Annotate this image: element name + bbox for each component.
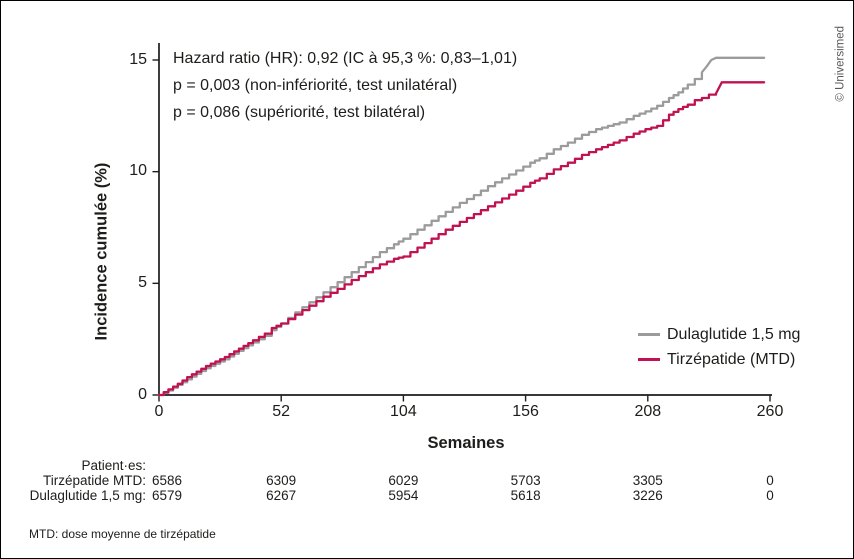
- risk-count: 6267: [266, 488, 297, 503]
- p-superiority-text: p = 0,086 (supériorité, test bilatéral): [173, 104, 426, 121]
- risk-count: 3305: [632, 473, 663, 488]
- y-tick-label: 10: [129, 162, 147, 180]
- x-tick-label: 208: [634, 403, 662, 420]
- legend-label-dulaglutide: Dulaglutide 1,5 mg: [667, 325, 801, 343]
- legend-item-tirzepatide: Tirzépatide (MTD): [638, 347, 800, 372]
- legend: Dulaglutide 1,5 mg Tirzépatide (MTD): [638, 322, 800, 372]
- risk-count: 3226: [632, 488, 663, 503]
- risk-count: 6579: [151, 488, 183, 503]
- risk-count: 5954: [388, 488, 419, 503]
- risk-count: 6309: [266, 473, 297, 488]
- risk-count: 5703: [510, 473, 541, 488]
- curve-tirzepatide: [157, 81, 766, 397]
- legend-item-dulaglutide: Dulaglutide 1,5 mg: [638, 322, 800, 347]
- copyright-watermark: © Universimed: [835, 26, 847, 102]
- hazard-ratio-text: Hazard ratio (HR): 0,92 (IC à 95,3 %: 0,…: [173, 50, 518, 67]
- x-tick-label: 0: [154, 403, 164, 420]
- stats-annotation: Hazard ratio (HR): 0,92 (IC à 95,3 %: 0,…: [173, 45, 517, 126]
- y-tick-label: 5: [138, 273, 147, 291]
- y-axis-title: Incidence cumulée (%): [92, 162, 111, 341]
- x-tick-label: 104: [390, 403, 417, 420]
- risk-count: 0: [766, 473, 774, 488]
- y-tick-label: 15: [129, 50, 147, 68]
- risk-row-label-dulaglutide: Dulaglutide 1,5 mg:: [29, 488, 146, 503]
- risk-count: 6029: [388, 473, 419, 488]
- risk-count: 0: [766, 488, 774, 503]
- risk-table-header: Patient·es:: [81, 458, 146, 473]
- x-axis-title: Semaines: [427, 434, 505, 452]
- x-tick-label: 156: [512, 403, 539, 420]
- risk-count: 6586: [151, 473, 183, 488]
- p-noninferiority-text: p = 0,003 (non-infériorité, test unilaté…: [173, 77, 458, 94]
- x-tick-label: 260: [756, 403, 784, 420]
- risk-count: 5618: [510, 488, 541, 503]
- dulaglutide-line-swatch: [638, 333, 660, 336]
- curve-dulaglutide: [157, 56, 766, 397]
- tirzepatide-line-swatch: [638, 358, 660, 361]
- footnote-mtd: MTD: dose moyenne de tirzépatide: [29, 527, 216, 541]
- x-tick-label: 52: [272, 403, 291, 420]
- y-tick-label: 0: [138, 385, 147, 403]
- risk-row-label-tirzepatide: Tirzépatide MTD:: [42, 473, 146, 488]
- legend-label-tirzepatide: Tirzépatide (MTD): [667, 350, 796, 368]
